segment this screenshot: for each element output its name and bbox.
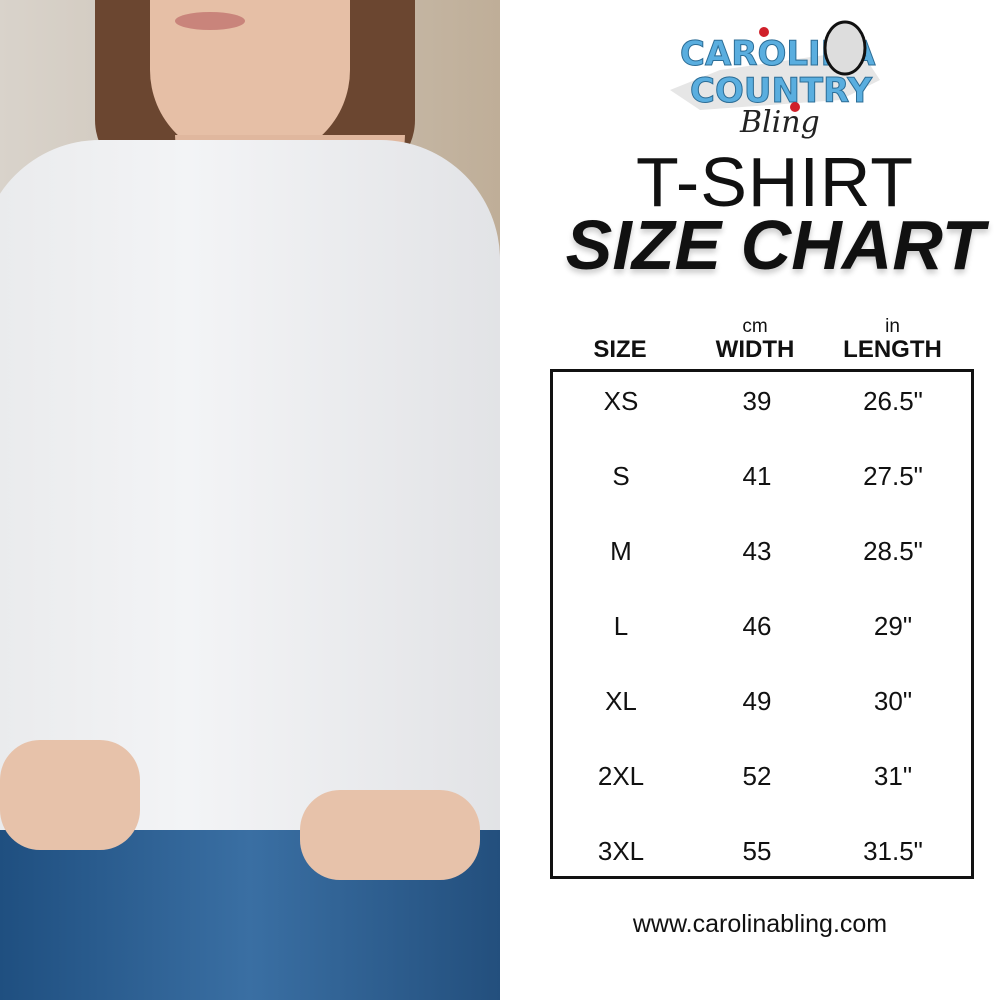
header-size: SIZE bbox=[570, 318, 670, 364]
table-row: L 46 29" bbox=[553, 611, 971, 651]
cell-length: 30" bbox=[873, 686, 913, 716]
left-hand bbox=[0, 740, 140, 850]
header-length: in LENGTH bbox=[830, 316, 955, 364]
svg-text:COUNTRY: COUNTRY bbox=[690, 71, 872, 111]
cell-size: S bbox=[612, 461, 630, 491]
brand-logo: CAROLINA COUNTRY Bling bbox=[670, 20, 880, 140]
header-label: WIDTH bbox=[715, 336, 795, 363]
size-table: XS 39 26.5" S 41 27.5" M 43 28.5" L 46 29" XL 49 30" 2X… bbox=[550, 369, 974, 879]
header-label: LENGTH bbox=[843, 336, 942, 363]
table-row: S 41 27.5" bbox=[553, 461, 971, 501]
cell-length: 31" bbox=[873, 761, 913, 791]
header-unit bbox=[570, 318, 670, 336]
cell-width: 46 bbox=[742, 611, 772, 641]
header-unit: in bbox=[885, 316, 900, 337]
title-line2: SIZE CHART bbox=[565, 206, 985, 284]
cell-size: 2XL bbox=[597, 761, 645, 791]
cell-length: 28.5" bbox=[863, 536, 923, 566]
cell-width: 41 bbox=[742, 461, 772, 491]
table-row: XS 39 26.5" bbox=[553, 386, 971, 426]
cell-length: 27.5" bbox=[863, 461, 923, 491]
right-hand bbox=[300, 790, 480, 880]
header-width: cm WIDTH bbox=[700, 316, 810, 364]
table-row: 2XL 52 31" bbox=[553, 761, 971, 801]
lips bbox=[175, 12, 245, 30]
svg-text:Bling: Bling bbox=[739, 105, 820, 140]
cell-size: L bbox=[613, 611, 629, 641]
title-line1: T-SHIRT bbox=[636, 143, 914, 221]
header-label: SIZE bbox=[593, 336, 647, 363]
website-url: www.carolinabling.com bbox=[632, 910, 888, 938]
cell-size: M bbox=[610, 536, 632, 566]
cell-length: 29" bbox=[873, 611, 913, 641]
cell-size: 3XL bbox=[597, 836, 645, 866]
table-row: XL 49 30" bbox=[553, 686, 971, 726]
cell-width: 52 bbox=[742, 761, 772, 791]
cell-size: XS bbox=[603, 386, 639, 416]
header-unit: cm bbox=[742, 316, 768, 337]
model-photo bbox=[0, 0, 500, 1000]
cell-width: 49 bbox=[742, 686, 772, 716]
cell-width: 43 bbox=[742, 536, 772, 566]
cell-length: 31.5" bbox=[863, 836, 923, 866]
cell-size: XL bbox=[605, 686, 637, 716]
table-row: 3XL 55 31.5" bbox=[553, 836, 971, 876]
cell-length: 26.5" bbox=[863, 386, 923, 416]
table-row: M 43 28.5" bbox=[553, 536, 971, 576]
cell-width: 39 bbox=[742, 386, 772, 416]
cell-width: 55 bbox=[742, 836, 772, 866]
